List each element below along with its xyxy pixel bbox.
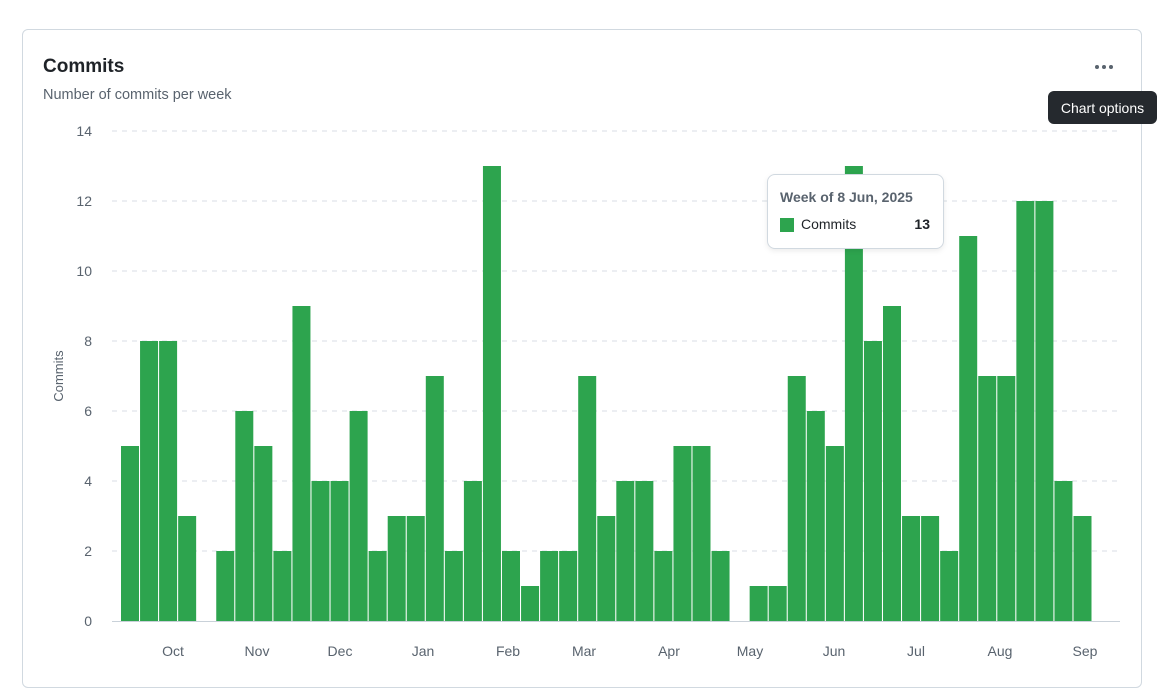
y-tick-label: 0 (84, 613, 92, 629)
card-title: Commits (43, 56, 125, 77)
kebab-dot (1102, 65, 1106, 69)
bar[interactable] (406, 516, 425, 621)
tooltip-value: 13 (914, 216, 930, 232)
bar[interactable] (502, 551, 520, 621)
bar[interactable] (521, 586, 540, 621)
chart-options-button[interactable] (1091, 58, 1117, 76)
bar-tooltip: Week of 8 Jun, 2025 Commits 13 (767, 174, 944, 249)
y-axis-label: Commits (51, 350, 66, 402)
bar[interactable] (559, 551, 578, 621)
x-tick-label: Nov (245, 643, 270, 659)
bar[interactable] (368, 551, 387, 621)
bar[interactable] (140, 341, 159, 621)
bar[interactable] (863, 341, 882, 621)
x-tick-label: Jan (412, 643, 435, 659)
chart-options-tooltip: Chart options (1048, 91, 1157, 124)
y-tick-label: 14 (76, 123, 92, 139)
bar[interactable] (711, 551, 730, 621)
bar[interactable] (159, 341, 178, 621)
bar[interactable] (921, 516, 940, 621)
bar[interactable] (292, 306, 311, 621)
bar[interactable] (1035, 201, 1054, 621)
bar[interactable] (444, 551, 463, 621)
x-tick-label: Feb (496, 643, 520, 659)
bar[interactable] (597, 516, 616, 621)
x-tick-label: Aug (988, 643, 1013, 659)
bar[interactable] (311, 481, 330, 621)
bar[interactable] (997, 376, 1016, 621)
bar[interactable] (940, 551, 959, 621)
kebab-dot (1109, 65, 1113, 69)
bar[interactable] (216, 551, 235, 621)
bar[interactable] (463, 481, 482, 621)
bar[interactable] (254, 446, 273, 621)
tooltip-swatch (780, 218, 794, 232)
card-subtitle: Number of commits per week (43, 87, 232, 103)
y-tick-label: 4 (84, 473, 92, 489)
bar[interactable] (635, 481, 654, 621)
bar[interactable] (978, 376, 997, 621)
bar[interactable] (959, 236, 978, 621)
bar[interactable] (425, 376, 444, 621)
bar[interactable] (768, 586, 787, 621)
y-tick-label: 8 (84, 333, 92, 349)
x-tick-label: Jul (907, 643, 925, 659)
bar[interactable] (806, 411, 825, 621)
bar[interactable] (673, 446, 692, 621)
x-tick-label: May (737, 643, 763, 659)
y-tick-label: 2 (84, 543, 92, 559)
x-tick-label: Jun (823, 643, 846, 659)
x-tick-label: Dec (328, 643, 353, 659)
x-tick-label: Oct (162, 643, 184, 659)
bar[interactable] (844, 166, 863, 621)
y-tick-label: 10 (76, 263, 92, 279)
y-tick-label: 6 (84, 403, 92, 419)
x-tick-label: Mar (572, 643, 596, 659)
bar[interactable] (1016, 201, 1035, 621)
bar[interactable] (692, 446, 711, 621)
bar[interactable] (654, 551, 673, 621)
x-tick-label: Sep (1073, 643, 1098, 659)
bar[interactable] (883, 306, 901, 621)
bar[interactable] (902, 516, 921, 621)
x-tick-label: Apr (658, 643, 680, 659)
tooltip-title: Week of 8 Jun, 2025 (780, 189, 913, 205)
bar[interactable] (349, 411, 368, 621)
bar[interactable] (273, 551, 292, 621)
bar[interactable] (235, 411, 254, 621)
bar[interactable] (616, 481, 635, 621)
bar[interactable] (387, 516, 406, 621)
bar[interactable] (1054, 481, 1073, 621)
bar[interactable] (749, 586, 768, 621)
bar[interactable] (578, 376, 597, 621)
kebab-horizontal-icon (1095, 65, 1099, 69)
bar[interactable] (825, 446, 844, 621)
bar[interactable] (121, 446, 139, 621)
bar[interactable] (178, 516, 197, 621)
bar[interactable] (1073, 516, 1092, 621)
tooltip-series: Commits (801, 216, 857, 232)
bar[interactable] (540, 551, 559, 621)
bar[interactable] (482, 166, 501, 621)
y-tick-label: 12 (76, 193, 92, 209)
bar[interactable] (787, 376, 806, 621)
bar[interactable] (330, 481, 349, 621)
